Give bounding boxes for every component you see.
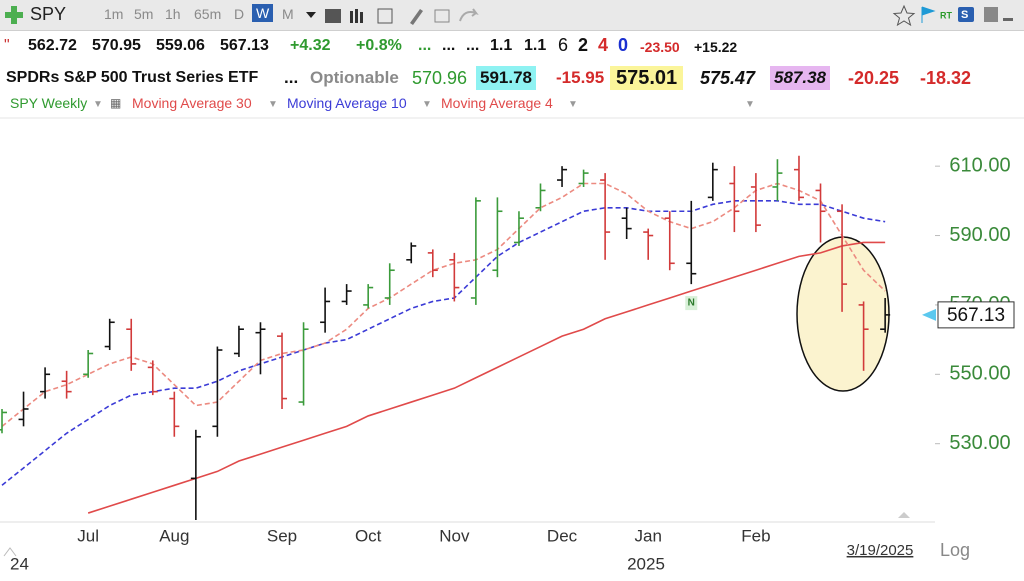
legend-symbol[interactable]: SPY Weekly [10, 95, 88, 111]
year-label: 2025 [627, 554, 665, 573]
quote-field: 2 [578, 35, 589, 55]
quote-field: 575.01 [610, 66, 684, 90]
x-tick-label: Dec [547, 526, 578, 545]
x-tick-label: Jan [634, 526, 661, 545]
quote-field: +15.22 [694, 39, 738, 55]
price-pointer [922, 308, 936, 321]
legend-entry[interactable]: Moving Average 30 [132, 95, 252, 111]
x-tick-label: Nov [439, 526, 470, 545]
y-tick-label: 590.00 [949, 224, 1010, 246]
price-tag-label: 567.13 [947, 305, 1005, 326]
quote-field: 6 [558, 35, 569, 55]
moving-average [1, 182, 886, 427]
timeframe-active[interactable]: W [252, 4, 274, 22]
x-tick-label: Sep [267, 526, 297, 545]
optionable: Optionable [310, 68, 399, 87]
legend-entry[interactable]: Moving Average 10 [287, 95, 407, 111]
quote-field: ... [466, 37, 480, 54]
legend-entry[interactable]: Moving Average 4 [441, 95, 553, 111]
timeframe[interactable]: 1h [165, 6, 181, 22]
security-name: SPDRs S&P 500 Trust Series ETF [6, 69, 259, 86]
x-tick-label: Jul [77, 526, 99, 545]
quote-field: ... [418, 37, 432, 54]
svg-text:RT: RT [940, 10, 952, 20]
date-label: 3/19/2025 [847, 542, 914, 559]
tool-icons[interactable] [300, 6, 500, 26]
x-tick-label: Aug [159, 526, 189, 545]
quote-open: 562.72 [28, 37, 77, 54]
quote-field: 1.1 [524, 37, 547, 54]
quote-low: 559.06 [156, 37, 205, 54]
quote-field: ... [284, 68, 299, 87]
timeframe[interactable]: M [282, 6, 294, 22]
moving-average [87, 241, 886, 514]
quote-field: 0 [618, 35, 629, 55]
x-tick-label: Oct [355, 526, 382, 545]
price-tag [937, 301, 1015, 329]
add-icon[interactable] [4, 5, 24, 25]
annotation: N [688, 298, 695, 309]
moving-average [1, 200, 886, 486]
quote-field: 570.96 [412, 68, 468, 88]
timeframe[interactable]: D [234, 6, 245, 22]
x-tick-label: 24 [10, 554, 29, 573]
quote-field: 4 [598, 35, 609, 55]
y-tick-label: 530.00 [949, 432, 1010, 454]
quote-field: -23.50 [640, 39, 680, 55]
quote-high: 570.95 [92, 37, 141, 54]
y-tick-label: 550.00 [949, 363, 1010, 385]
right-icons[interactable]: RT S [892, 4, 1022, 26]
quote-field: -15.95 [556, 68, 605, 87]
y-tick-label: 610.00 [949, 154, 1010, 176]
timeframe[interactable]: 1m [104, 6, 124, 22]
quote-field: 591.78 [476, 66, 536, 90]
symbol[interactable]: SPY [30, 4, 67, 24]
quote-field: 1.1 [490, 37, 513, 54]
quote-field: -20.25 [848, 68, 900, 88]
annotation-box [685, 296, 698, 311]
quote-field: ... [442, 37, 456, 54]
log-toggle[interactable]: Log [940, 540, 970, 560]
timeframe[interactable]: 5m [134, 6, 154, 22]
timeframe[interactable]: 65m [194, 6, 222, 22]
highlight-ellipse [796, 236, 890, 392]
quote-field: 575.47 [700, 68, 756, 88]
quote-field: 587.38 [770, 66, 830, 90]
svg-text:S: S [961, 9, 968, 21]
x-tick-label: Feb [741, 526, 770, 545]
quote-close: 567.13 [220, 37, 269, 54]
toolbar: SPY 1m 5m 1h 65m D W M RT S [0, 0, 1024, 31]
quote-field: -18.32 [920, 68, 972, 88]
quote-pct: +0.8% [356, 37, 402, 54]
quote-change: +4.32 [290, 37, 331, 54]
